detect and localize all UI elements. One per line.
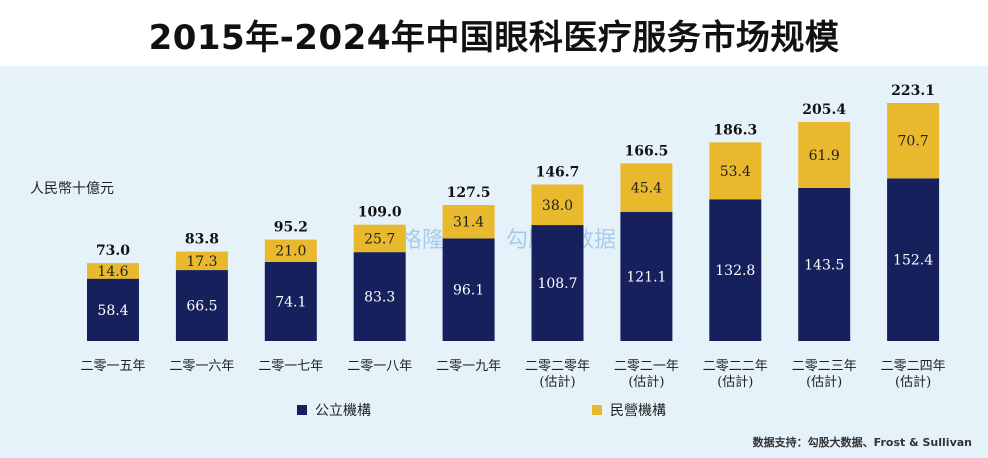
bar-total-label: 166.5 [624, 143, 668, 159]
bar-label-public: 152.4 [893, 253, 933, 269]
bar-private [620, 163, 673, 212]
bar-total-label: 205.4 [802, 102, 846, 118]
x-tick-label: 二零一八年 [347, 359, 412, 374]
bar-label-private: 31.4 [453, 215, 484, 231]
bar-label-private: 53.4 [720, 164, 751, 180]
bar-label-private: 70.7 [898, 134, 929, 150]
legend-item-public: 公立機構 [297, 400, 371, 420]
bar-label-private: 14.6 [97, 264, 128, 280]
x-tick-label: (估計) [895, 374, 931, 390]
bar-label-private: 61.9 [809, 148, 840, 164]
y-unit-label: 人民幣十億元 [30, 181, 114, 197]
bar-public [620, 211, 673, 341]
bar-label-public: 108.7 [537, 276, 577, 292]
bar-public [887, 178, 940, 341]
bar-public [175, 270, 228, 341]
bar-label-public: 96.1 [453, 283, 484, 299]
bar-label-private: 45.4 [631, 181, 662, 197]
bar-private [531, 184, 584, 226]
bar-public [442, 238, 495, 341]
x-tick-label: (估計) [717, 374, 753, 390]
bar-total-label: 109.0 [358, 205, 402, 221]
bar-private [887, 103, 940, 179]
bar-public [264, 261, 317, 341]
x-tick-label: 二零一九年 [436, 359, 501, 374]
x-tick-label: (估計) [539, 374, 575, 390]
x-tick-label: (估計) [628, 374, 664, 390]
bar-public [531, 225, 584, 341]
bar-private [709, 142, 762, 200]
bar-total-label: 95.2 [274, 220, 308, 236]
bar-private [87, 263, 139, 279]
bar-label-private: 38.0 [542, 198, 573, 214]
legend-swatch-private [592, 405, 602, 415]
bar-private [442, 204, 495, 239]
bar-private [798, 121, 851, 188]
bar-total-label: 73.0 [96, 243, 130, 259]
bar-label-public: 121.1 [626, 269, 666, 285]
bar-label-private: 25.7 [364, 231, 395, 247]
bar-total-label: 127.5 [447, 185, 491, 201]
bar-public [709, 199, 762, 341]
legend-label-public: 公立機構 [315, 403, 371, 419]
bar-label-private: 17.3 [186, 254, 217, 270]
bar-private [264, 239, 317, 262]
bar-label-public: 66.5 [186, 299, 217, 315]
bar-label-public: 143.5 [804, 257, 844, 273]
legend-item-private: 民營機構 [592, 400, 666, 420]
title-bar: 2015年-2024年中国眼科医疗服务市场规模 [0, 0, 988, 66]
chart-title: 2015年-2024年中国眼科医疗服务市场规模 [148, 18, 840, 58]
bar-private [175, 251, 228, 271]
bar-public [87, 278, 139, 341]
x-tick-label: 二零二二年 [703, 359, 768, 374]
x-tick-label: (估計) [806, 374, 842, 390]
x-tick-label: 二零二零年 [525, 359, 590, 374]
bar-total-label: 146.7 [536, 165, 580, 181]
bar-public [353, 252, 406, 341]
x-tick-label: 二零一五年 [80, 359, 145, 374]
bar-label-private: 21.0 [275, 244, 306, 260]
bar-label-public: 132.8 [715, 263, 755, 279]
bar-label-public: 74.1 [275, 294, 306, 310]
bar-label-public: 83.3 [364, 290, 395, 306]
bar-total-label: 186.3 [713, 122, 757, 138]
x-tick-label: 二零二四年 [881, 359, 946, 374]
bar-total-label: 83.8 [185, 232, 219, 248]
legend-label-private: 民營機構 [610, 403, 666, 419]
legend-swatch-public [297, 405, 307, 415]
x-tick-label: 二零二一年 [614, 359, 679, 374]
x-tick-label: 二零一六年 [169, 359, 234, 374]
bar-label-public: 58.4 [97, 303, 128, 319]
bar-public [798, 187, 851, 341]
source-note: 数据支持：勾股大数据、Frost & Sullivan [752, 436, 972, 449]
x-tick-label: 二零一七年 [258, 359, 323, 374]
x-tick-label: 二零二三年 [792, 359, 857, 374]
bar-private [353, 224, 406, 253]
bar-total-label: 223.1 [891, 83, 935, 99]
